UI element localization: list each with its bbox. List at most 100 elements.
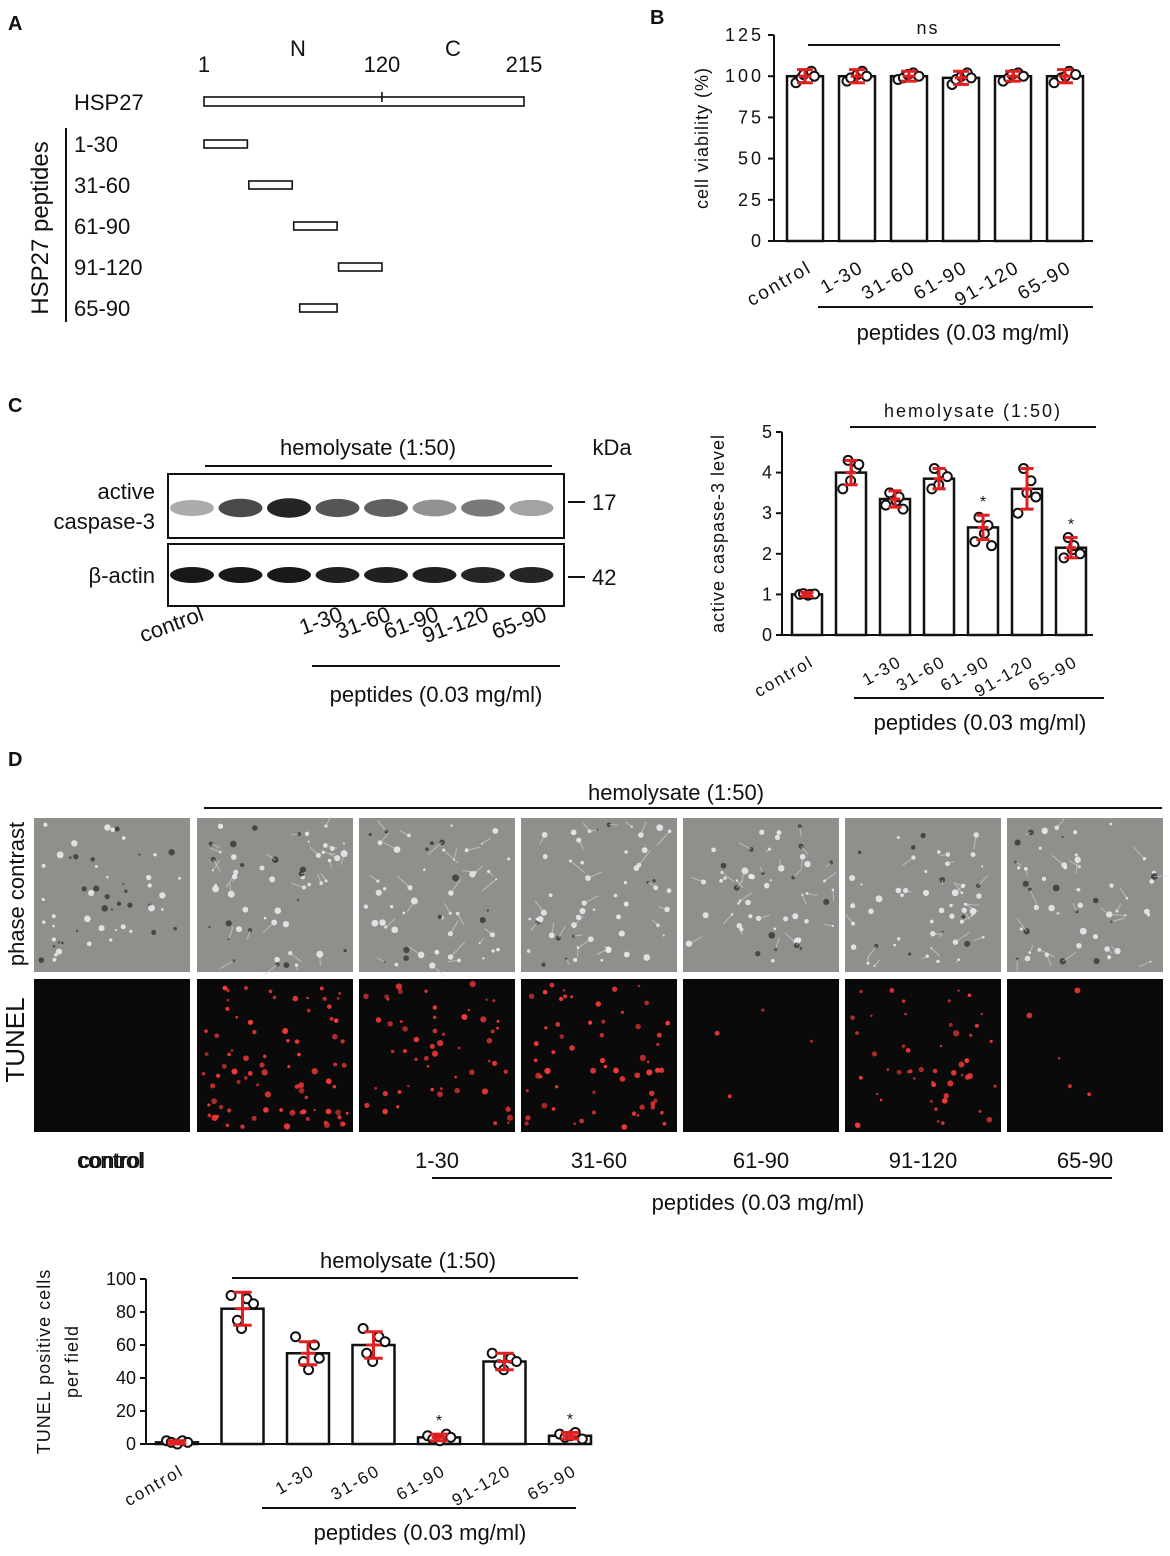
cell bbox=[662, 934, 665, 937]
peptide-label: 61-90 bbox=[74, 214, 130, 239]
tunel-positive-cell bbox=[941, 1121, 945, 1125]
tunel-positive-cell bbox=[326, 1004, 332, 1010]
cell-process bbox=[447, 959, 460, 963]
tunel-positive-cell bbox=[480, 1016, 487, 1023]
blot-band bbox=[364, 499, 408, 517]
tunel-positive-cell bbox=[492, 1060, 498, 1066]
tunel-positive-cell bbox=[563, 994, 568, 999]
tunel-positive-cell bbox=[329, 1017, 334, 1021]
tunel-positive-cell bbox=[541, 1102, 548, 1109]
cell-process bbox=[931, 947, 940, 957]
data-point bbox=[861, 70, 873, 82]
blot-band bbox=[315, 498, 360, 518]
tunel-positive-cell bbox=[906, 1070, 911, 1074]
blot-row-label: active bbox=[98, 479, 155, 504]
tunel-positive-cell bbox=[904, 1012, 907, 1016]
cell-process bbox=[1074, 888, 1079, 891]
cell-process bbox=[799, 826, 802, 837]
cell bbox=[922, 889, 930, 897]
cell-process bbox=[961, 913, 976, 923]
tunel-positive-cell bbox=[481, 1088, 489, 1095]
cell bbox=[1144, 908, 1150, 915]
cell-process bbox=[1068, 860, 1080, 868]
cell bbox=[121, 836, 126, 840]
cell-process bbox=[212, 859, 221, 872]
cell-process bbox=[450, 941, 465, 958]
cell-process bbox=[966, 903, 979, 906]
cell-process bbox=[1015, 861, 1022, 866]
tunel-image bbox=[845, 979, 1001, 1132]
tunel-positive-cell bbox=[912, 1077, 916, 1080]
tunel-positive-cell bbox=[336, 996, 340, 1000]
data-point bbox=[1012, 507, 1024, 519]
cell-process bbox=[427, 841, 443, 856]
cell-process bbox=[721, 872, 735, 883]
tunel-positive-cell bbox=[467, 1008, 471, 1012]
tunel-positive-cell bbox=[936, 1120, 940, 1123]
cell bbox=[240, 862, 245, 868]
tunel-positive-cell bbox=[1074, 987, 1081, 994]
cell bbox=[823, 898, 830, 906]
cell bbox=[893, 943, 897, 947]
blot-band bbox=[170, 567, 214, 583]
tunel-positive-cell bbox=[660, 1110, 664, 1115]
tunel-positive-cell bbox=[218, 1104, 224, 1110]
cell-process bbox=[977, 874, 989, 886]
cell bbox=[208, 925, 211, 929]
cell bbox=[229, 840, 237, 848]
cell bbox=[57, 941, 60, 944]
tunel-positive-cell bbox=[279, 1108, 283, 1112]
cell bbox=[227, 890, 235, 898]
cell bbox=[910, 845, 916, 850]
cell-process bbox=[796, 938, 801, 946]
cell-process bbox=[759, 866, 764, 874]
tunel-positive-cell bbox=[424, 989, 428, 993]
cell bbox=[573, 957, 578, 962]
data-point bbox=[313, 1352, 325, 1364]
tunel-positive-cell bbox=[809, 1039, 813, 1043]
peptide-bar bbox=[298, 303, 338, 313]
tunel-positive-cell bbox=[986, 1116, 993, 1123]
tunel-positive-cell bbox=[298, 1082, 305, 1089]
x-tick-label: 91-120 bbox=[449, 1461, 515, 1510]
tunel-positive-cell bbox=[469, 1069, 475, 1075]
cell bbox=[1077, 902, 1084, 908]
cell bbox=[482, 957, 485, 960]
tunel-positive-cell bbox=[656, 1042, 660, 1047]
cell bbox=[548, 893, 553, 898]
tunel-positive-cell bbox=[551, 1107, 556, 1111]
tunel-positive-cell bbox=[493, 1121, 498, 1126]
cell-process bbox=[688, 936, 703, 945]
x-tick-label: 65-90 bbox=[1014, 257, 1075, 304]
cell bbox=[496, 947, 500, 952]
treatment-label: hemolysate (1:50) bbox=[320, 1248, 496, 1273]
cell bbox=[52, 924, 55, 928]
cell-process bbox=[947, 860, 955, 865]
tunel-positive-cell bbox=[952, 1030, 960, 1037]
cell-process bbox=[955, 882, 964, 887]
cell-process bbox=[972, 936, 984, 942]
tunel-positive-cell bbox=[342, 1122, 346, 1126]
cell-process bbox=[466, 846, 481, 851]
tunel-positive-cell bbox=[430, 1087, 434, 1092]
cell-process bbox=[587, 871, 603, 879]
cell-process bbox=[408, 946, 422, 956]
tunel-positive-cell bbox=[943, 1093, 949, 1099]
data-point bbox=[361, 1347, 373, 1359]
cell-process bbox=[582, 822, 590, 832]
data-point bbox=[511, 1356, 523, 1367]
tunel-image bbox=[521, 979, 677, 1132]
cell-process bbox=[902, 857, 914, 866]
cell bbox=[94, 865, 98, 868]
cell bbox=[1093, 957, 1100, 965]
cell bbox=[429, 841, 434, 846]
cell bbox=[423, 868, 426, 872]
tunel-positive-cell bbox=[611, 986, 618, 992]
tunel-positive-cell bbox=[429, 1043, 435, 1049]
tunel-background bbox=[34, 979, 190, 1132]
cell bbox=[371, 919, 379, 927]
cell-process bbox=[658, 906, 668, 910]
cell bbox=[90, 857, 95, 862]
tunel-positive-cell bbox=[215, 1114, 219, 1119]
